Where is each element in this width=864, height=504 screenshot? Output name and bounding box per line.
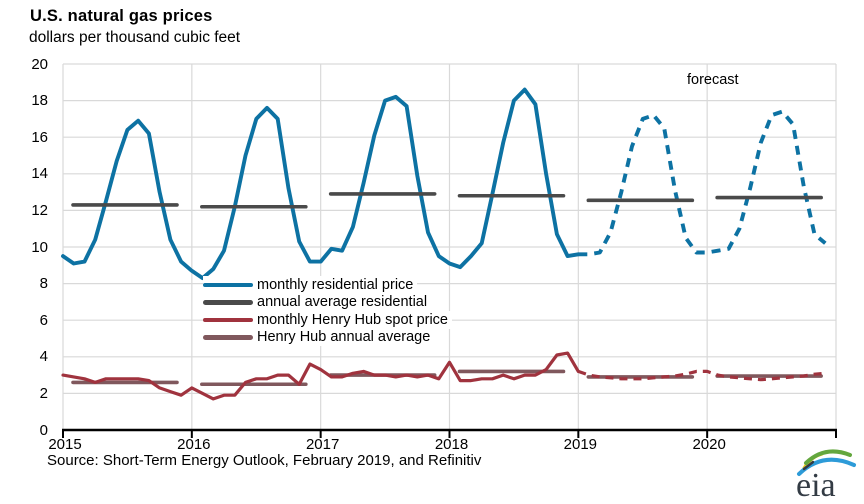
legend-label: monthly residential price	[257, 276, 414, 293]
y-tick-label: 14	[31, 165, 48, 183]
residential-monthly-history-line	[61, 87, 581, 281]
logo-green-swoosh	[804, 449, 852, 465]
y-tick-label: 10	[31, 238, 48, 256]
logo-blue-swoosh	[797, 457, 856, 476]
y-tick-label: 2	[39, 384, 48, 402]
x-tick-label: 2020	[692, 436, 726, 453]
y-tick-label: 0	[39, 421, 48, 439]
chart-title: U.S. natural gas prices	[30, 7, 213, 25]
y-tick-label: 20	[31, 55, 48, 73]
legend-label: monthly Henry Hub spot price	[257, 311, 448, 328]
henry-hub-monthly-forecast-line	[577, 369, 826, 382]
henry-hub-monthly-history-line	[61, 351, 580, 401]
x-tick-label: 2018	[434, 436, 469, 453]
x-tick-label: 2015	[48, 436, 82, 453]
logo-accent-mark	[802, 460, 815, 471]
logo-text: eia	[796, 467, 836, 502]
legend-label: Henry Hub annual average	[257, 329, 431, 346]
y-tick-label: 18	[31, 92, 48, 110]
eia-logo: eia	[796, 449, 856, 502]
y-tick-label: 6	[39, 311, 48, 329]
chart-legend: monthly residential price annual average…	[203, 276, 452, 346]
legend-line-swatch	[203, 317, 253, 322]
legend-item-monthly-henry-hub: monthly Henry Hub spot price	[203, 311, 452, 329]
source-note: Source: Short-Term Energy Outlook, Febru…	[47, 452, 482, 469]
y-tick-label: 16	[31, 128, 48, 146]
legend-line-swatch	[203, 282, 253, 287]
legend-item-annual-residential: annual average residential	[203, 293, 432, 311]
legend-label: annual average residential	[257, 294, 428, 311]
residential-monthly-forecast-line	[578, 109, 827, 257]
y-tick-label: 12	[31, 201, 48, 219]
forecast-annotation: forecast	[687, 72, 739, 88]
y-tick-label: 8	[39, 275, 48, 293]
x-tick-label: 2019	[563, 436, 598, 453]
legend-line-swatch	[203, 335, 253, 340]
chart-subtitle: dollars per thousand cubic feet	[29, 29, 241, 46]
y-tick-label: 4	[39, 348, 48, 366]
x-tick-label: 2017	[305, 436, 340, 453]
legend-line-swatch	[203, 300, 253, 305]
legend-item-annual-henry-hub: Henry Hub annual average	[203, 328, 435, 346]
x-tick-label: 2016	[177, 436, 211, 453]
legend-item-monthly-residential: monthly residential price	[203, 276, 418, 294]
